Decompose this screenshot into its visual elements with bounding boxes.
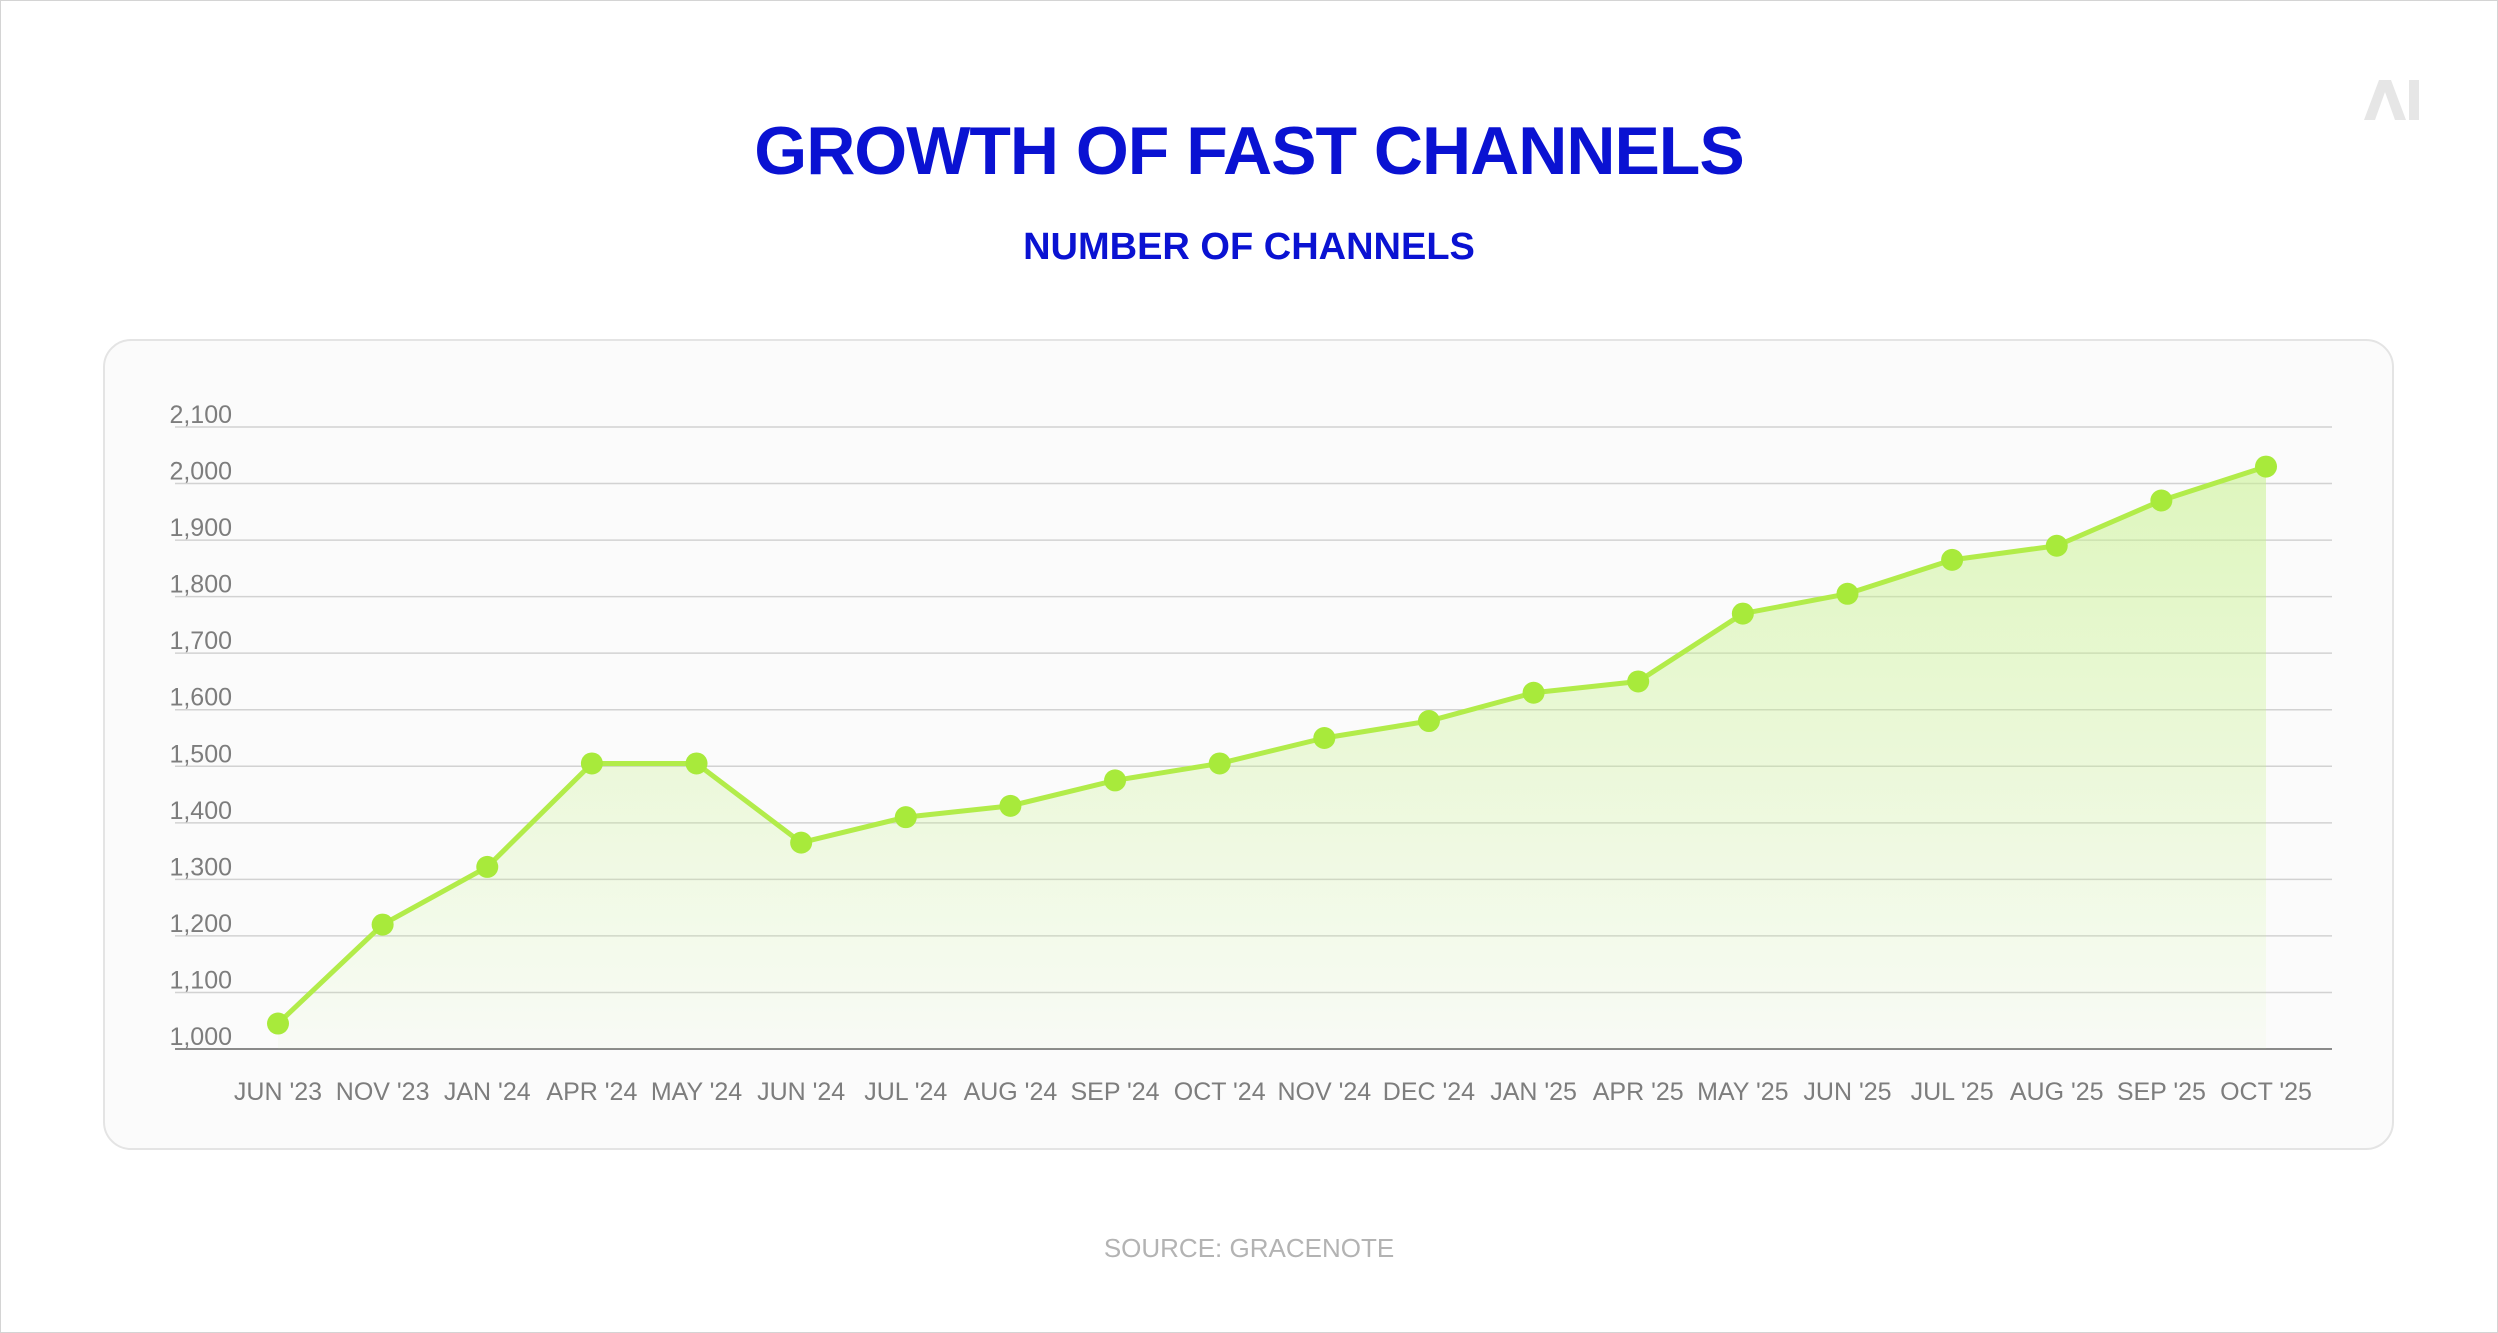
data-point (894, 806, 917, 829)
data-point (2255, 455, 2277, 478)
data-point (1313, 727, 1336, 749)
data-point (2150, 489, 2173, 512)
y-tick-label: 1,600 (169, 684, 232, 712)
y-tick-label: 1,400 (169, 797, 232, 825)
chart-title: GROWTH OF FAST CHANNELS (754, 113, 1744, 189)
data-point (1627, 670, 1650, 693)
x-tick-label: JUN '25 (1803, 1078, 1891, 1106)
x-tick-label: JAN '25 (1490, 1078, 1577, 1106)
x-tick-label: NOV '24 (1277, 1078, 1371, 1106)
data-point (1417, 710, 1440, 733)
x-tick-label: MAY '25 (1697, 1078, 1788, 1106)
data-point (371, 913, 394, 936)
series-line (275, 464, 2269, 1027)
x-tick-label: JUL '25 (1911, 1078, 1994, 1106)
y-tick-label: 1,800 (169, 571, 232, 599)
data-point (1941, 548, 1964, 571)
data-point (580, 752, 603, 775)
x-tick-label: APR '25 (1593, 1078, 1684, 1106)
y-tick-label: 1,100 (169, 966, 232, 994)
series-area (278, 466, 2266, 1050)
x-tick-label: JUN '24 (757, 1078, 845, 1106)
x-tick-label: SEP '25 (2117, 1078, 2206, 1106)
x-tick-label: AUG '24 (964, 1078, 1058, 1106)
data-point (999, 794, 1022, 817)
x-tick-label: JUL '24 (864, 1078, 947, 1106)
y-tick-label: 1,500 (169, 740, 232, 768)
x-tick-label: APR '24 (546, 1078, 637, 1106)
x-tick-label: SEP '24 (1070, 1078, 1159, 1106)
data-point (1208, 752, 1231, 775)
y-tick-label: 1,900 (169, 514, 232, 542)
brand-logo (2364, 80, 2419, 120)
x-tick-label: NOV '23 (336, 1078, 430, 1106)
y-tick-label: 2,000 (169, 458, 232, 486)
y-tick-label: 2,100 (169, 401, 232, 429)
data-point (1731, 602, 1754, 625)
x-tick-label: OCT '24 (1174, 1078, 1266, 1106)
x-tick-label: JUN '23 (234, 1078, 322, 1106)
data-point (267, 1012, 289, 1035)
data-point (2045, 534, 2068, 557)
x-tick-label: JAN '24 (444, 1078, 531, 1106)
y-tick-label: 1,200 (169, 910, 232, 938)
x-tick-label: DEC '24 (1383, 1078, 1475, 1106)
x-tick-label: OCT '25 (2220, 1078, 2312, 1106)
data-point (1836, 582, 1859, 605)
data-point (685, 752, 708, 775)
y-tick-label: 1,700 (169, 627, 232, 655)
source-note: SOURCE: GRACENOTE (1103, 1233, 1395, 1263)
data-point (476, 855, 499, 878)
chart-subtitle: NUMBER OF CHANNELS (1023, 226, 1475, 268)
data-point (1522, 681, 1545, 704)
data-point (1104, 769, 1127, 792)
x-tick-label: AUG '25 (2010, 1078, 2104, 1106)
y-tick-label: 1,300 (169, 853, 232, 881)
y-tick-label: 1,000 (169, 1023, 232, 1051)
x-tick-label: MAY '24 (651, 1078, 742, 1106)
data-point (790, 831, 813, 854)
